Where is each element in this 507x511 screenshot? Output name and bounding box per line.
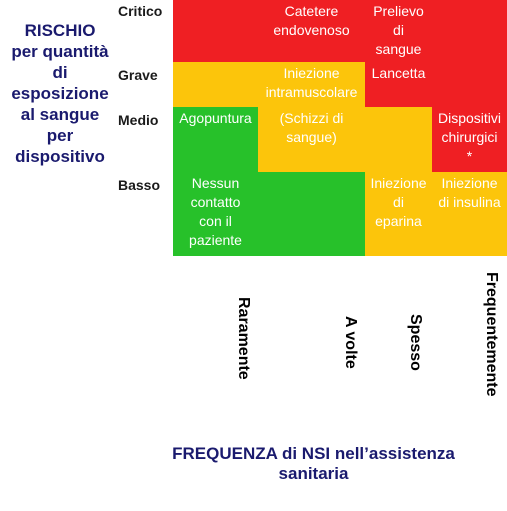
cell-critico-avolte: Catetere endovenoso	[258, 0, 365, 62]
cell-critico-spesso: Prelievo di sangue	[365, 0, 432, 62]
cell-text: Iniezione	[370, 175, 427, 191]
cell-text: Agopuntura	[179, 110, 252, 126]
y-axis-label-line: al sangue	[20, 105, 100, 124]
cell-grave-frequentemente	[432, 62, 507, 107]
cell-text: Lancetta	[371, 65, 426, 81]
cell-medio-spesso	[365, 107, 432, 172]
cell-grave-raramente	[173, 62, 258, 107]
cell-text: eparina	[375, 213, 422, 229]
row-label-basso: Basso	[118, 177, 161, 193]
cell-grave-spesso: Lancetta	[365, 62, 432, 107]
column-label-avolte: A volte	[342, 316, 359, 369]
y-axis-label: RISCHIO per quantità di esposizione al s…	[0, 20, 120, 167]
y-axis-label-line: dispositivo	[15, 147, 105, 166]
cell-basso-avolte	[258, 172, 365, 256]
cell-basso-spesso: Iniezione di eparina	[365, 172, 432, 256]
y-axis-label-line: esposizione	[11, 84, 109, 103]
cell-critico-frequentemente	[432, 0, 507, 62]
cell-text: sangue	[375, 41, 422, 57]
cell-text: sangue)	[286, 129, 337, 145]
cell-text: Nessun	[191, 175, 240, 191]
cell-text: Dispositivi	[437, 110, 501, 126]
cell-text: Iniezione	[441, 175, 498, 191]
cell-basso-raramente: Nessun contatto con il paziente	[173, 172, 258, 256]
y-axis-label-line: per	[46, 126, 74, 145]
y-axis-label-line: RISCHIO	[24, 21, 96, 40]
cell-medio-avolte: (Schizzi di sangue)	[258, 107, 365, 172]
y-axis-label-line: di	[52, 63, 68, 82]
column-label-spesso: Spesso	[407, 314, 424, 371]
cell-text: Catetere	[284, 3, 339, 19]
row-label-critico: Critico	[118, 3, 163, 19]
cell-text: Iniezione	[283, 65, 340, 81]
cell-text: intramuscolare	[265, 84, 358, 100]
cell-text: endovenoso	[273, 22, 350, 38]
cell-text: di	[393, 194, 404, 210]
cell-grave-avolte: Iniezione intramuscolare	[258, 62, 365, 107]
cell-basso-frequentemente: Iniezione di insulina	[432, 172, 507, 256]
x-axis-label: FREQUENZA di NSI nell’assistenza sanitar…	[120, 444, 507, 484]
cell-medio-frequentemente: Dispositivi chirurgici *	[432, 107, 507, 172]
cell-text: con il	[199, 213, 232, 229]
y-axis-label-line: per quantità	[11, 42, 109, 61]
cell-medio-raramente: Agopuntura	[173, 107, 258, 172]
cell-text: di insulina	[438, 194, 501, 210]
row-label-grave: Grave	[118, 67, 158, 83]
column-label-raramente: Raramente	[235, 297, 252, 380]
x-axis-label-line: FREQUENZA di NSI nell’assistenza	[172, 444, 455, 463]
row-label-medio: Medio	[118, 112, 159, 128]
cell-text: (Schizzi di	[279, 110, 344, 126]
x-axis-label-line: sanitaria	[278, 464, 349, 483]
cell-text: chirurgici	[441, 129, 498, 145]
cell-critico-raramente	[173, 0, 258, 62]
cell-text: contatto	[190, 194, 241, 210]
cell-text: di	[393, 22, 404, 38]
column-label-frequentemente: Frequentemente	[483, 272, 500, 397]
cell-text: *	[466, 148, 473, 164]
cell-text: Prelievo	[373, 3, 424, 19]
cell-text: paziente	[189, 232, 242, 248]
